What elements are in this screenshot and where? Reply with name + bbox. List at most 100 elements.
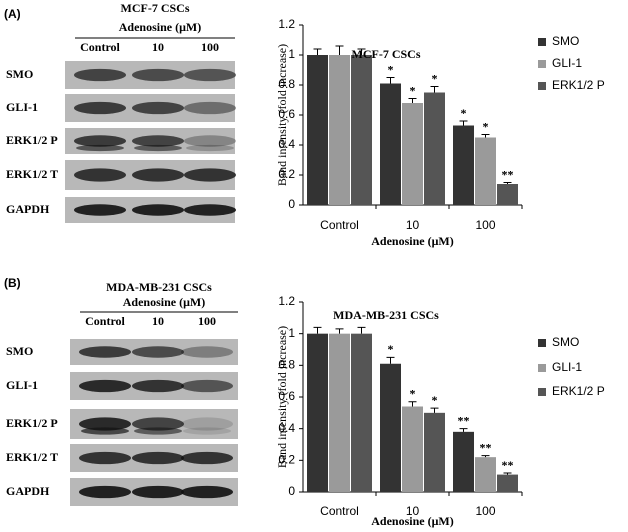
blot-band [181, 379, 233, 393]
chart-title: MDA-MB-231 CSCs [333, 308, 439, 322]
error-bar [357, 326, 366, 334]
y-tick-label: 0.6 [278, 389, 295, 403]
blot-band [184, 168, 236, 182]
blot-row-label: SMO [6, 344, 33, 358]
blot-band [134, 427, 182, 435]
blot-row-label: GLI-1 [6, 378, 38, 392]
blot-band [74, 168, 126, 182]
error-bar [408, 98, 417, 103]
blot-row-label: ERK1/2 T [6, 167, 58, 181]
y-tick-label: 0 [288, 197, 295, 211]
legend-label: GLI-1 [552, 360, 582, 374]
lane-label: 100 [198, 314, 216, 328]
bar [380, 363, 401, 492]
blot-band [79, 346, 131, 358]
legend-label: SMO [552, 335, 579, 349]
y-axis-label: Band intensity (fold increase) [275, 326, 289, 468]
blot-band [181, 417, 233, 431]
blot-row-label: ERK1/2 T [6, 450, 58, 464]
blot-band [132, 451, 184, 465]
blot-row-label: SMO [6, 67, 33, 81]
error-bar [335, 328, 344, 334]
y-tick-label: 0.2 [278, 453, 295, 467]
blot-band [74, 101, 126, 115]
y-tick-label: 0 [288, 484, 295, 498]
blot-row-label: ERK1/2 P [6, 416, 58, 430]
lane-label: Control [80, 40, 120, 54]
bar [307, 55, 328, 205]
x-tick-label: Control [320, 218, 359, 232]
significance-mark: ** [458, 413, 470, 427]
blot-band [74, 204, 126, 216]
y-tick-label: 0.2 [278, 167, 295, 181]
panel-label: (B) [4, 276, 21, 290]
blot-band [132, 346, 184, 358]
error-bar [357, 48, 366, 55]
blot-band [186, 144, 234, 152]
bar [475, 137, 496, 205]
blot-band [184, 204, 236, 216]
legend-label: ERK1/2 P [552, 384, 605, 398]
bar [424, 92, 445, 205]
bar [475, 457, 496, 492]
error-bar [481, 455, 490, 458]
significance-mark: ** [480, 440, 492, 454]
bar [402, 103, 423, 205]
y-tick-label: 0.8 [278, 77, 295, 91]
blot-band [79, 485, 131, 499]
panel-label: (A) [4, 7, 21, 21]
error-bar [459, 120, 468, 126]
blot-title: MDA-MB-231 CSCs [106, 280, 212, 294]
blot-band [79, 451, 131, 465]
bar [497, 184, 518, 205]
bar [380, 83, 401, 205]
chart-title: MCF-7 CSCs [352, 47, 421, 61]
blot-band [76, 144, 124, 152]
blot-row-label: GAPDH [6, 202, 50, 216]
blot-band [134, 144, 182, 152]
x-tick-label: Control [320, 504, 359, 518]
blot-band [74, 135, 126, 147]
error-bar [386, 356, 395, 364]
blot-band [132, 135, 184, 147]
bar [329, 55, 350, 205]
y-tick-label: 0.4 [278, 137, 295, 151]
blot-band [184, 135, 236, 147]
legend-swatch [538, 82, 546, 90]
lane-label: 10 [152, 314, 164, 328]
bar [307, 333, 328, 492]
y-tick-label: 0.4 [278, 421, 295, 435]
blot-band [181, 485, 233, 499]
y-tick-label: 1.2 [278, 294, 295, 308]
bar [453, 125, 474, 205]
x-axis-label: Adenosine (μM) [371, 234, 453, 248]
blot-band [181, 451, 233, 465]
y-tick-label: 1 [288, 326, 295, 340]
blot-band [184, 101, 236, 115]
blot-band [74, 68, 126, 82]
significance-mark: * [461, 106, 467, 120]
y-tick-label: 0.6 [278, 107, 295, 121]
legend-label: ERK1/2 P [552, 78, 605, 92]
error-bar [313, 48, 322, 55]
significance-mark: * [410, 83, 416, 97]
blot-band [184, 68, 236, 82]
blot-band [132, 68, 184, 82]
lane-label: Control [85, 314, 125, 328]
blot-treatment: Adenosine (μM) [123, 295, 205, 309]
significance-mark: * [432, 393, 438, 407]
significance-mark: ** [502, 167, 514, 181]
blot-band [132, 417, 184, 431]
y-tick-label: 1.2 [278, 17, 295, 31]
blot-band [132, 485, 184, 499]
bar [402, 406, 423, 492]
y-tick-label: 1 [288, 47, 295, 61]
blot-band [183, 427, 231, 435]
blot-band [132, 204, 184, 216]
lane-label: 10 [152, 40, 164, 54]
blot-band [132, 101, 184, 115]
error-bar [459, 428, 468, 432]
significance-mark: * [388, 342, 394, 356]
legend-label: GLI-1 [552, 56, 582, 70]
